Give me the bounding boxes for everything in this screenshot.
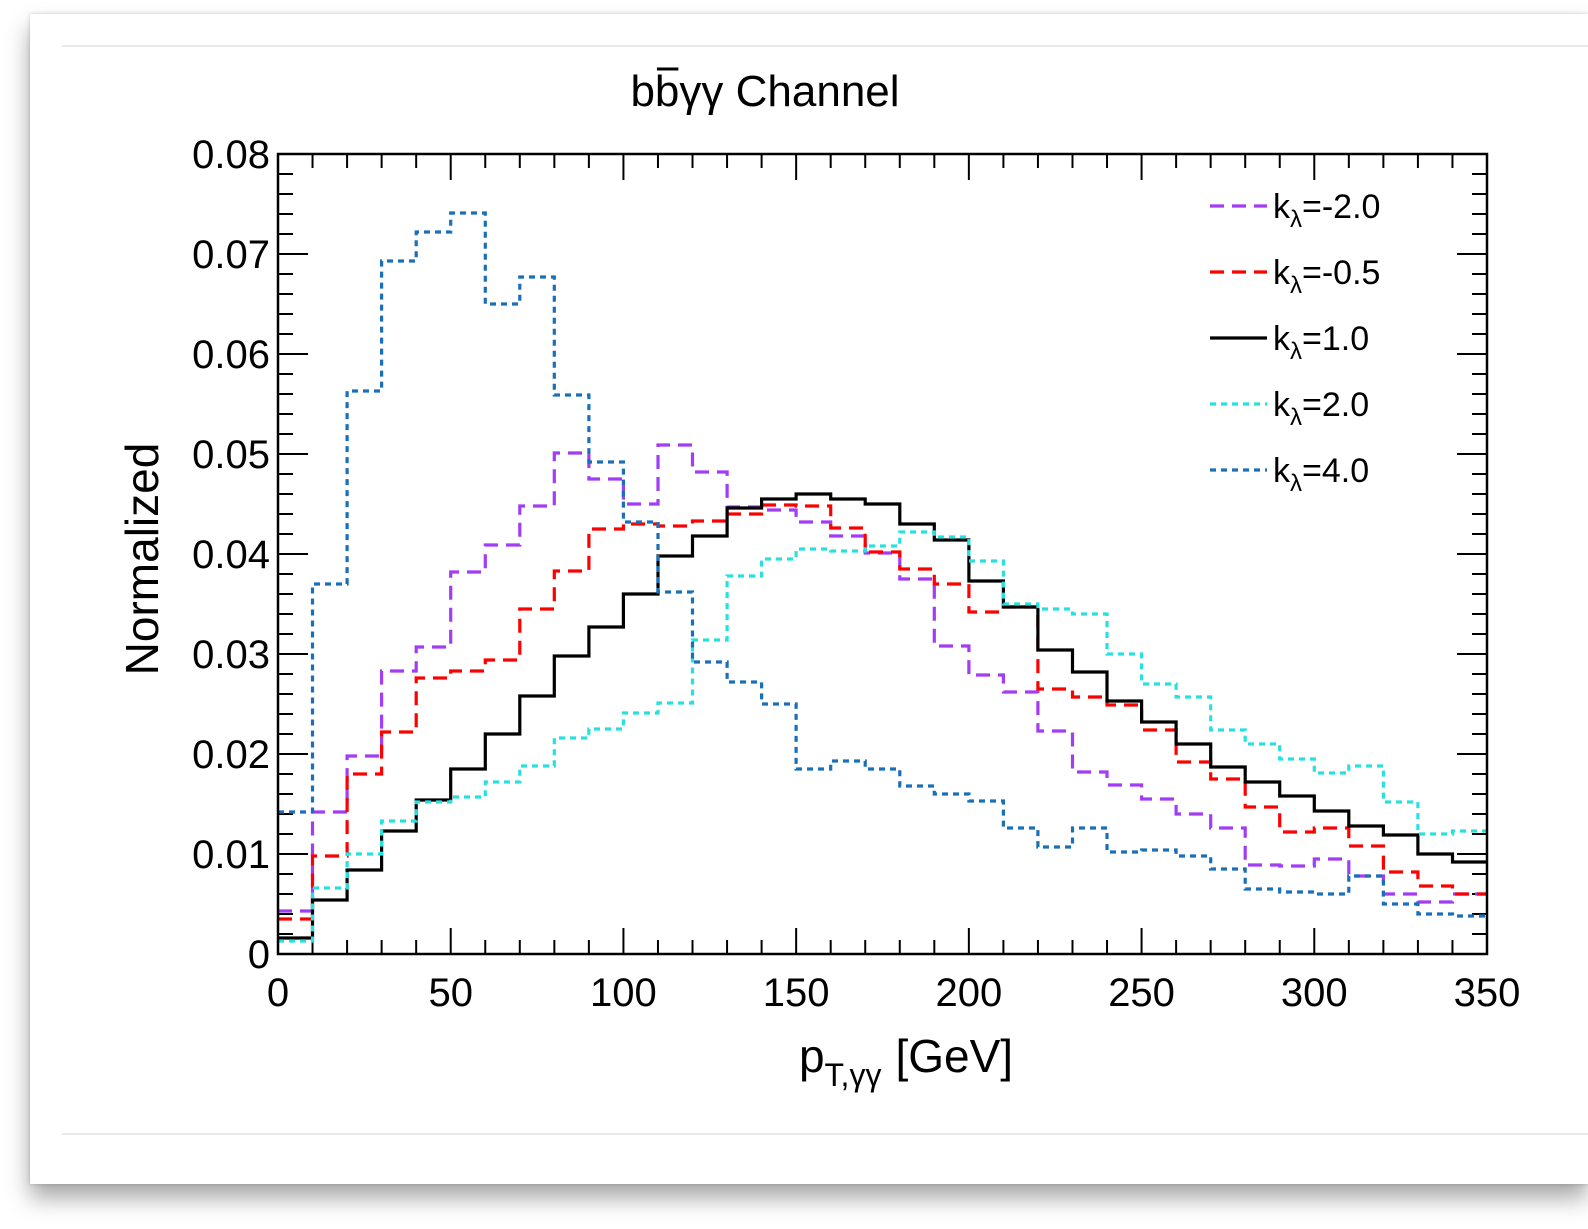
- chart-card: bbγγ Channel 0 50 100 150 200 250 300 350 0 0.01 0…: [30, 14, 1588, 1184]
- legend-label-main: k: [1273, 386, 1291, 424]
- title-part-b: b: [630, 67, 654, 116]
- chart-svg: bbγγ Channel 0 50 100 150 200 250 300 35000.010…: [62, 45, 1588, 1135]
- legend-label-3: kλ=1.0: [1273, 320, 1369, 365]
- x-tick-label: 50: [428, 971, 473, 1015]
- legend-label-sub: λ: [1290, 404, 1302, 431]
- legend-label-value: =2.0: [1302, 386, 1369, 424]
- x-axis-title: pT,γγ [GeV]: [799, 1030, 1013, 1093]
- legend-label-main: k: [1273, 452, 1291, 490]
- series-line-3: [278, 492, 1487, 940]
- x-axis-title-sub: T,γγ: [825, 1057, 882, 1093]
- series-line-4: [278, 530, 1487, 943]
- title-part-rest: γγ Channel: [679, 67, 899, 116]
- y-axis-title: Normalized: [116, 443, 168, 676]
- y-tick-label: 0.01: [192, 833, 270, 877]
- legend-label-main: k: [1273, 254, 1291, 292]
- legend: kλ=-2.0kλ=-0.5kλ=1.0kλ=2.0kλ=4.0: [1210, 188, 1380, 497]
- x-tick-label: 200: [935, 971, 1002, 1015]
- x-tick-label: 100: [590, 971, 657, 1015]
- plot-frame: [276, 152, 1489, 956]
- y-tick-label: 0: [248, 933, 270, 977]
- series-line-1: [278, 443, 1487, 913]
- chart-title: bbγγ Channel: [630, 67, 899, 116]
- y-tick-label: 0.05: [192, 433, 270, 477]
- y-tick-label: 0.06: [192, 333, 270, 377]
- legend-label-sub: λ: [1290, 272, 1302, 299]
- tick-labels: 0 50 100 150 200 250 300 350 0 0.01 0.02 0.03 0.04 0.…: [192, 133, 1520, 1015]
- legend-label-value: =1.0: [1302, 320, 1369, 358]
- legend-label-value: =-0.5: [1302, 254, 1380, 292]
- x-axis-title-unit: [GeV]: [895, 1030, 1013, 1082]
- x-tick-label: 250: [1108, 971, 1175, 1015]
- legend-label-sub: λ: [1290, 338, 1302, 365]
- series-layer: [278, 211, 1487, 943]
- legend-label-value: =4.0: [1302, 452, 1369, 490]
- y-tick-label: 0.03: [192, 633, 270, 677]
- y-tick-label: 0.07: [192, 233, 270, 277]
- title-part-bbar: b: [655, 67, 679, 116]
- legend-label-4: kλ=2.0: [1273, 386, 1369, 431]
- series-line-2: [278, 503, 1487, 921]
- x-tick-label: 0: [267, 971, 289, 1015]
- x-tick-label: 350: [1454, 971, 1521, 1015]
- legend-label-value: =-2.0: [1302, 188, 1380, 226]
- legend-label-sub: λ: [1290, 470, 1302, 497]
- legend-label-main: k: [1273, 188, 1291, 226]
- y-tick-label: 0.02: [192, 733, 270, 777]
- x-tick-label: 150: [763, 971, 830, 1015]
- legend-label-sub: λ: [1290, 206, 1302, 233]
- y-tick-label: 0.08: [192, 133, 270, 177]
- legend-label-1: kλ=-2.0: [1273, 188, 1380, 233]
- legend-label-2: kλ=-0.5: [1273, 254, 1380, 299]
- legend-label-5: kλ=4.0: [1273, 452, 1369, 497]
- y-tick-label: 0.04: [192, 533, 270, 577]
- x-tick-label: 300: [1281, 971, 1348, 1015]
- series-line-5: [278, 211, 1487, 918]
- legend-label-main: k: [1273, 320, 1291, 358]
- x-axis-title-main: p: [799, 1030, 825, 1082]
